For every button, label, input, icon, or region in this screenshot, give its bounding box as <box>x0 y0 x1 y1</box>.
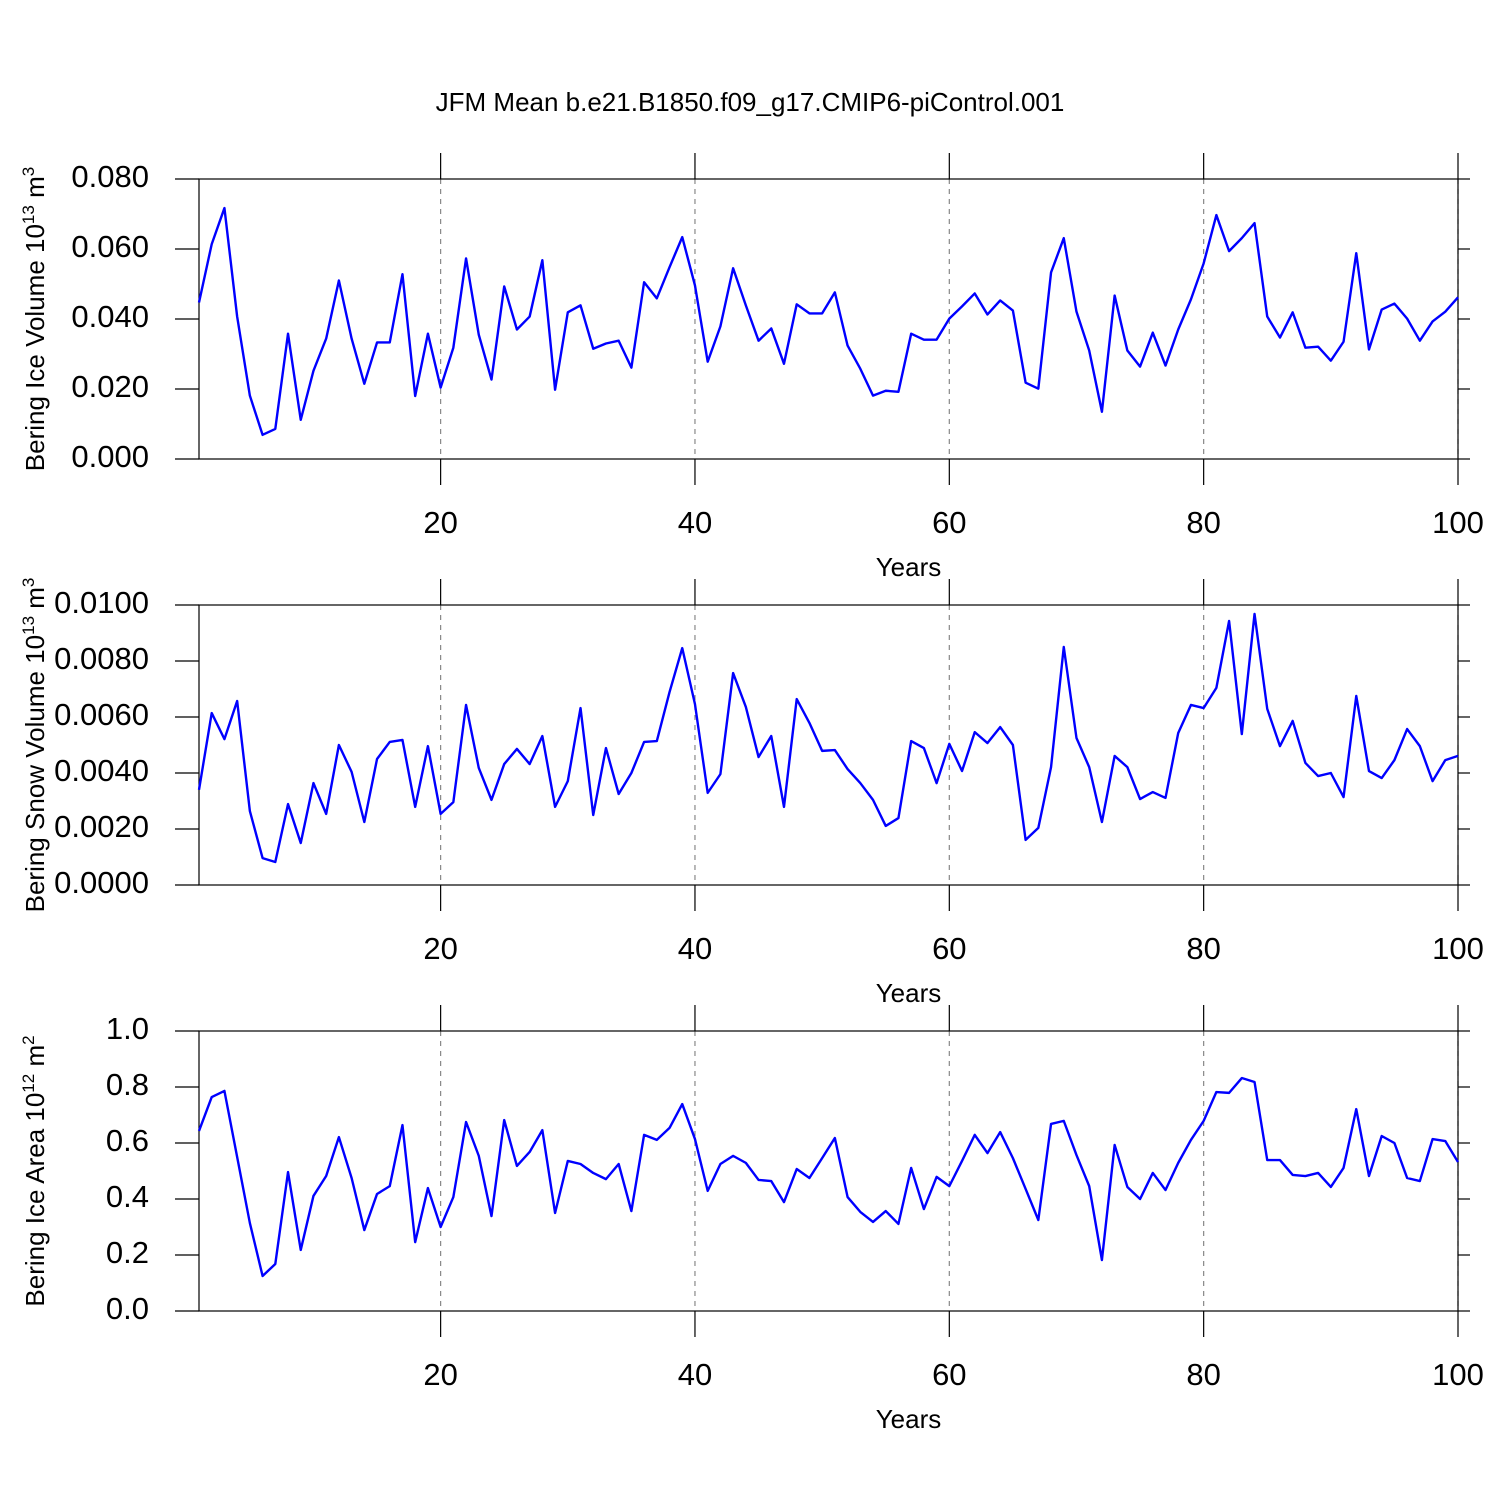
y-axis-label-unit-exponent: 2 <box>19 1035 38 1044</box>
data-line <box>197 1076 1460 1278</box>
y-tick-label: 0.080 <box>71 159 149 194</box>
x-tick-label: 20 <box>423 931 457 966</box>
y-tick-label: 0.0080 <box>54 641 149 676</box>
y-axis-label-text: Bering Snow Volume 10 <box>20 635 50 913</box>
y-tick-label: 0.0 <box>106 1291 149 1326</box>
y-axis-label-unit: m <box>20 587 50 616</box>
x-axis-label: Years <box>876 552 942 582</box>
x-axis-label: Years <box>876 978 942 1008</box>
y-axis-label-unit-exponent: 3 <box>19 578 38 587</box>
y-tick-label: 0.0020 <box>54 809 149 844</box>
x-tick-label: 40 <box>678 931 712 966</box>
y-axis-label-text: Bering Ice Area 10 <box>20 1093 50 1307</box>
y-tick-label: 0.6 <box>106 1123 149 1158</box>
y-tick-label: 0.020 <box>71 369 149 404</box>
x-tick-label: 100 <box>1432 1357 1484 1392</box>
x-tick-label: 40 <box>678 1357 712 1392</box>
y-tick-label: 0.8 <box>106 1067 149 1102</box>
y-axis-label: Bering Ice Volume 1013 m3 <box>19 167 50 471</box>
y-tick-label: 0.4 <box>106 1179 149 1214</box>
x-tick-label: 60 <box>932 931 966 966</box>
y-tick-label: 0.0040 <box>54 753 149 788</box>
x-tick-label: 100 <box>1432 505 1484 540</box>
data-line <box>197 612 1459 864</box>
plot-frame <box>198 604 1459 886</box>
y-tick-label: 0.0100 <box>54 585 149 620</box>
y-axis-label: Bering Ice Area 1012 m2 <box>19 1035 50 1306</box>
y-tick-label: 0.040 <box>71 299 149 334</box>
x-tick-label: 20 <box>423 505 457 540</box>
x-tick-label: 40 <box>678 505 712 540</box>
x-tick-label: 20 <box>423 1357 457 1392</box>
x-tick-label: 80 <box>1186 1357 1220 1392</box>
y-axis-label-text: Bering Ice Volume 10 <box>20 224 50 471</box>
chart-title: JFM Mean b.e21.B1850.f09_g17.CMIP6-piCon… <box>436 87 1065 117</box>
x-tick-label: 60 <box>932 1357 966 1392</box>
x-tick-label: 60 <box>932 505 966 540</box>
y-axis-label-exponent: 13 <box>19 205 38 224</box>
x-tick-label: 80 <box>1186 505 1220 540</box>
plot-frame <box>198 178 1459 460</box>
y-tick-label: 0.060 <box>71 229 149 264</box>
x-axis-label: Years <box>876 1404 942 1434</box>
x-tick-label: 80 <box>1186 931 1220 966</box>
y-axis-label-unit: m <box>20 176 50 205</box>
y-axis-label-unit: m <box>20 1045 50 1074</box>
y-axis-label-exponent: 12 <box>19 1074 38 1093</box>
y-tick-label: 0.0000 <box>54 865 149 900</box>
y-tick-label: 0.000 <box>71 439 149 474</box>
y-tick-label: 0.0060 <box>54 697 149 732</box>
x-tick-label: 100 <box>1432 931 1484 966</box>
y-axis-label: Bering Snow Volume 1013 m3 <box>19 578 50 913</box>
y-tick-label: 1.0 <box>106 1011 149 1046</box>
y-axis-label-unit-exponent: 3 <box>19 167 38 176</box>
plot-frame <box>198 1030 1459 1312</box>
y-axis-label-exponent: 13 <box>19 616 38 635</box>
data-line <box>197 206 1459 437</box>
y-tick-label: 0.2 <box>106 1235 149 1270</box>
